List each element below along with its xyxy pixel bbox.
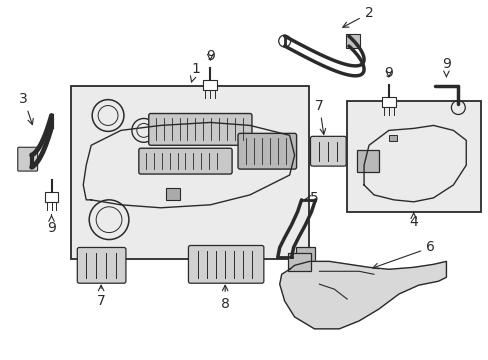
Bar — [388, 135, 396, 141]
Text: 9: 9 — [441, 57, 450, 77]
FancyBboxPatch shape — [310, 136, 346, 166]
Text: 4: 4 — [408, 212, 417, 229]
Text: 6: 6 — [372, 240, 434, 269]
Bar — [346, 100, 480, 212]
Text: 9: 9 — [384, 66, 392, 80]
Bar — [295, 247, 315, 265]
Bar — [71, 86, 309, 260]
Polygon shape — [279, 261, 446, 329]
Text: 7: 7 — [97, 285, 105, 308]
Bar — [165, 188, 179, 200]
Text: 2: 2 — [342, 6, 373, 27]
Text: 5: 5 — [304, 191, 318, 205]
Text: 1: 1 — [190, 62, 200, 82]
Text: 9: 9 — [205, 49, 214, 63]
Text: 9: 9 — [47, 215, 56, 235]
Bar — [287, 253, 311, 271]
Bar — [356, 150, 378, 172]
Bar — [203, 80, 217, 90]
FancyBboxPatch shape — [77, 247, 126, 283]
FancyBboxPatch shape — [148, 113, 251, 145]
Text: 8: 8 — [220, 285, 229, 311]
Text: 3: 3 — [20, 92, 33, 125]
Bar — [345, 34, 359, 48]
FancyBboxPatch shape — [139, 148, 232, 174]
FancyBboxPatch shape — [188, 246, 264, 283]
Bar — [44, 192, 59, 202]
FancyBboxPatch shape — [238, 133, 296, 169]
FancyBboxPatch shape — [18, 147, 38, 171]
Bar — [381, 96, 395, 107]
Text: 7: 7 — [314, 99, 325, 134]
